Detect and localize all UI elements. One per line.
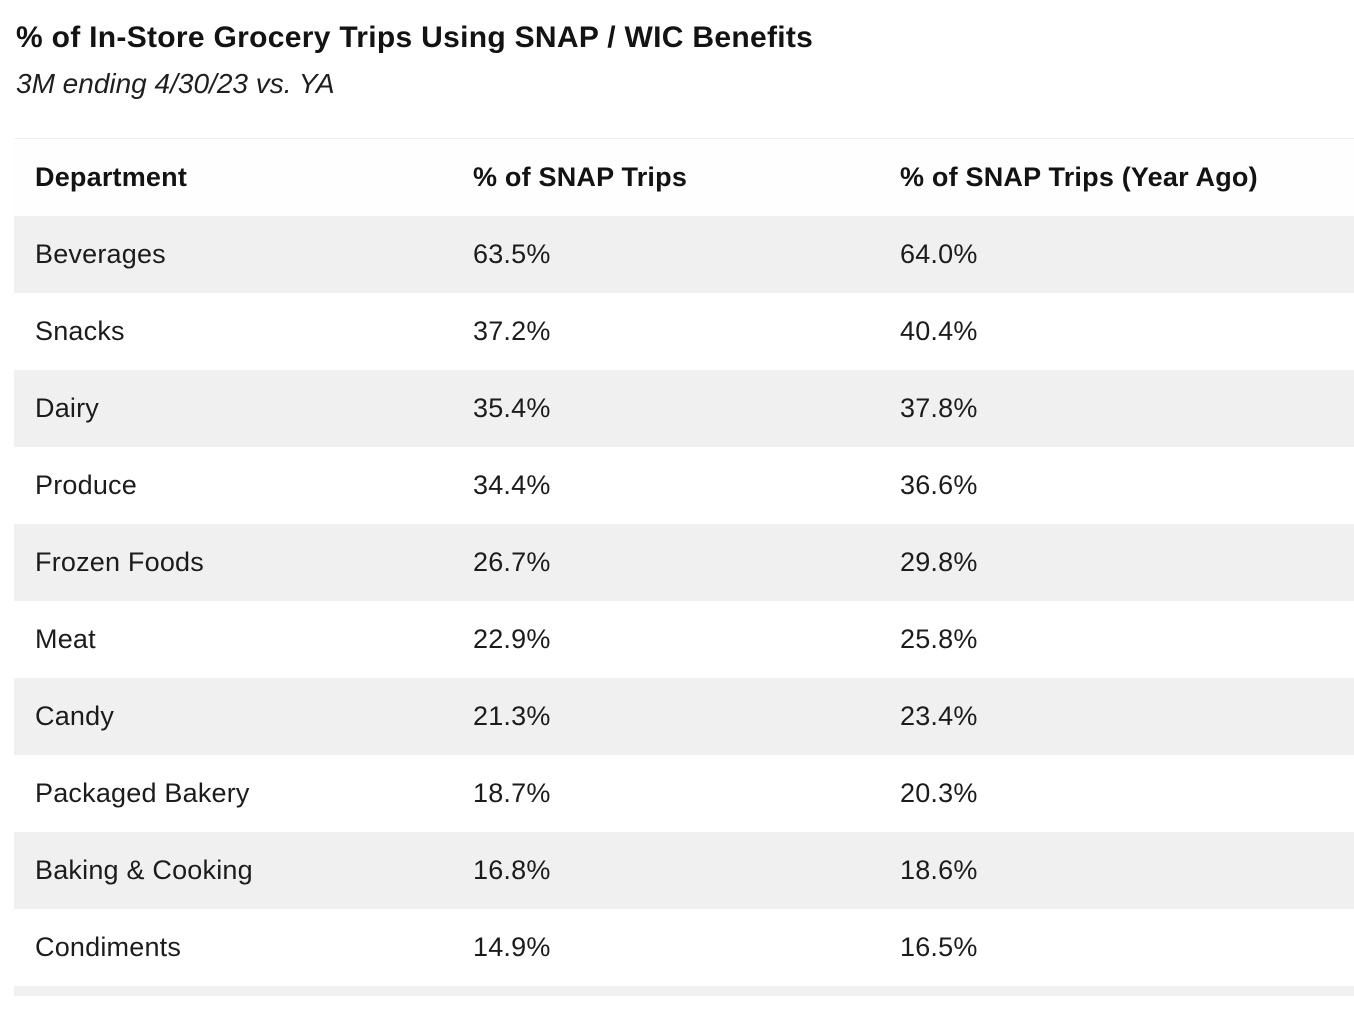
table-row: Meat 22.9% 25.8% [14, 600, 1354, 678]
snap-trips-year-ago-cell: 23.4% [900, 700, 978, 731]
table-row: Baking & Cooking 16.8% 18.6% [14, 831, 1354, 909]
table-row: Frozen Foods 26.7% 29.8% [14, 523, 1354, 601]
table-row: Beverages 63.5% 64.0% [14, 215, 1354, 293]
page-title: % of In-Store Grocery Trips Using SNAP /… [16, 21, 814, 54]
snap-trips-year-ago-cell: 29.8% [900, 546, 978, 577]
table-row: Snacks 37.2% 40.4% [14, 292, 1354, 370]
snap-trips-cell: 18.7% [473, 777, 551, 808]
snap-trips-cell: 34.4% [473, 469, 551, 500]
snap-trips-year-ago-cell: 64.0% [900, 238, 978, 269]
table-row: Packaged Bakery 18.7% 20.3% [14, 754, 1354, 832]
department-cell: Packaged Bakery [35, 777, 250, 808]
snap-trips-cell: 22.9% [473, 623, 551, 654]
page-subtitle: 3M ending 4/30/23 vs. YA [16, 68, 335, 99]
table-header-row: Department % of SNAP Trips % of SNAP Tri… [14, 138, 1354, 216]
snap-trips-year-ago-cell: 18.6% [900, 854, 978, 885]
table-body: Beverages 63.5% 64.0% Snacks 37.2% 40.4% Dairy… [14, 215, 1354, 986]
snap-trips-year-ago-cell: 25.8% [900, 623, 978, 654]
department-cell: Snacks [35, 315, 125, 346]
snap-trips-cell: 26.7% [473, 546, 551, 577]
column-header-snap-trips-year-ago: % of SNAP Trips (Year Ago) [900, 161, 1258, 192]
snap-trips-year-ago-cell: 40.4% [900, 315, 978, 346]
data-table: Department % of SNAP Trips % of SNAP Tri… [14, 138, 1354, 986]
snap-trips-cell: 63.5% [473, 238, 551, 269]
table-row: Dairy 35.4% 37.8% [14, 369, 1354, 447]
department-cell: Candy [35, 700, 115, 731]
department-cell: Dairy [35, 392, 100, 423]
snap-trips-cell: 14.9% [473, 931, 551, 962]
snap-trips-cell: 16.8% [473, 854, 551, 885]
department-cell: Beverages [35, 238, 166, 269]
table-row-partial [14, 985, 1354, 996]
snap-trips-table: Department % of SNAP Trips % of SNAP Tri… [14, 138, 1354, 996]
table-row: Condiments 14.9% 16.5% [14, 908, 1354, 986]
department-cell: Condiments [35, 931, 182, 962]
snap-trips-year-ago-cell: 37.8% [900, 392, 978, 423]
department-cell: Meat [35, 623, 96, 654]
snap-trips-cell: 21.3% [473, 700, 551, 731]
table-header: Department % of SNAP Trips % of SNAP Tri… [14, 138, 1354, 216]
department-cell: Baking & Cooking [35, 854, 253, 885]
snap-trips-year-ago-cell: 16.5% [900, 931, 978, 962]
column-header-snap-trips: % of SNAP Trips [473, 161, 688, 192]
department-cell: Frozen Foods [35, 546, 204, 577]
snap-trips-year-ago-cell: 20.3% [900, 777, 978, 808]
table-row: Produce 34.4% 36.6% [14, 446, 1354, 524]
snap-trips-cell: 35.4% [473, 392, 551, 423]
table-row: Candy 21.3% 23.4% [14, 677, 1354, 755]
snap-trips-year-ago-cell: 36.6% [900, 469, 978, 500]
department-cell: Produce [35, 469, 137, 500]
column-header-department: Department [35, 161, 188, 192]
snap-trips-cell: 37.2% [473, 315, 551, 346]
